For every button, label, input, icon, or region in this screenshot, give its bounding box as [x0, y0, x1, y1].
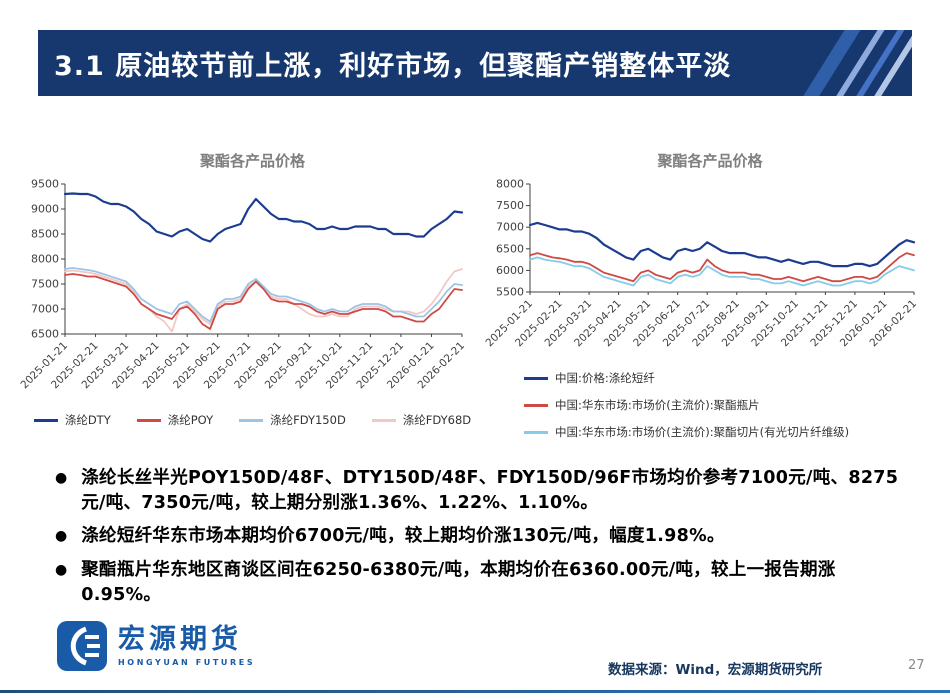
bullet-text: 聚酯瓶片华东地区商谈区间在6250-6380元/吨，本期均价在6360.00元/…	[81, 560, 836, 605]
logo-texts: 宏源期货 HONGYUAN FUTURES	[118, 625, 255, 667]
svg-text:7500: 7500	[31, 278, 59, 291]
chart-legend: 涤纶DTY 涤纶POY 涤纶FDY150D 涤纶FDY68D	[25, 412, 480, 428]
bullet-item: ● 涤纶长丝半光POY150D/48F、DTY150D/48F、FDY150D/…	[55, 466, 913, 515]
bullet-item: ● 聚酯瓶片华东地区商谈区间在6250-6380元/吨，本期均价在6360.00…	[55, 558, 913, 607]
legend-label: 涤纶FDY68D	[402, 413, 472, 427]
bullet-item: ● 涤纶短纤华东市场本期均价6700元/吨，较上期均价涨130元/吨，幅度1.9…	[55, 524, 913, 549]
title-banner: 3.1 原油较节前上涨，利好市场，但聚酯产销整体平淡	[38, 30, 912, 96]
chart-title: 聚酯各产品价格	[657, 152, 763, 170]
bullet-text: 涤纶长丝半光POY150D/48F、DTY150D/48F、FDY150D/96…	[81, 468, 899, 513]
svg-text:7500: 7500	[496, 199, 524, 212]
line-chart-staple-chip-prices: 5500600065007000750080002025-01-212025-0…	[483, 178, 919, 350]
bullet-dot-icon: ●	[55, 470, 68, 486]
legend-item: 涤纶FDY68D	[371, 412, 472, 428]
legend-item: 涤纶DTY	[33, 412, 111, 428]
legend-item: 涤纶FDY150D	[239, 412, 346, 428]
logo-name: 宏源期货	[118, 624, 242, 656]
svg-text:8000: 8000	[31, 253, 59, 266]
chart-legend: 中国:价格:涤纶短纤中国:华东市场:市场价(主流价):聚酯瓶片中国:华东市场:市…	[490, 370, 930, 440]
legend-label: 中国:价格:涤纶短纤	[555, 371, 655, 385]
legend-swatch	[371, 418, 396, 422]
legend-swatch	[524, 430, 548, 434]
bottom-divider	[0, 690, 950, 693]
bullet-list: ● 涤纶长丝半光POY150D/48F、DTY150D/48F、FDY150D/…	[55, 466, 913, 616]
legend-item: 中国:价格:涤纶短纤	[524, 370, 930, 386]
bullet-dot-icon: ●	[55, 562, 68, 578]
legend-swatch	[524, 403, 548, 407]
legend-swatch	[33, 418, 58, 422]
svg-text:7000: 7000	[31, 303, 59, 316]
bullet-dot-icon: ●	[55, 528, 68, 544]
svg-text:6500: 6500	[31, 328, 59, 341]
legend-label: 中国:华东市场:市场价(主流价):聚酯切片(有光切片纤维级)	[555, 425, 850, 439]
legend-swatch	[136, 418, 161, 422]
polyester-filament-price-chart-panel: 聚酯各产品价格 6500 7000 7500 8000 8500 9000 9500 2025…	[18, 150, 480, 428]
legend-label: 涤纶FDY150D	[270, 413, 346, 427]
company-logo: 宏源期货 HONGYUAN FUTURES	[56, 620, 255, 672]
legend-item: 中国:华东市场:市场价(主流价):聚酯切片(有光切片纤维级)	[524, 424, 930, 440]
svg-text:8000: 8000	[496, 178, 524, 191]
chart-title: 聚酯各产品价格	[199, 152, 305, 170]
legend-swatch	[239, 418, 264, 422]
svg-text:6500: 6500	[496, 242, 524, 255]
legend-swatch	[524, 376, 548, 380]
page-title: 3.1 原油较节前上涨，利好市场，但聚酯产销整体平淡	[54, 50, 732, 82]
svg-text:9000: 9000	[31, 203, 59, 216]
page-number: 27	[908, 658, 925, 673]
legend-label: 涤纶DTY	[64, 413, 111, 427]
svg-text:9500: 9500	[31, 178, 59, 191]
svg-text:8500: 8500	[31, 228, 59, 241]
data-source-note: 数据来源：Wind，宏源期货研究所	[608, 662, 823, 678]
legend-label: 中国:华东市场:市场价(主流价):聚酯瓶片	[555, 398, 760, 412]
legend-item: 涤纶POY	[136, 412, 214, 428]
svg-text:6000: 6000	[496, 264, 524, 277]
polyester-staple-chip-price-chart-panel: 聚酯各产品价格 5500 6000 6500 7000 7500 8000 2025-01-…	[483, 150, 930, 440]
svg-text:5500: 5500	[496, 286, 524, 299]
hongyuan-logo-icon	[57, 621, 107, 671]
logo-subtitle: HONGYUAN FUTURES	[118, 657, 256, 667]
bullet-text: 涤纶短纤华东市场本期均价6700元/吨，较上期均价涨130元/吨，幅度1.98%…	[81, 526, 725, 546]
svg-text:7000: 7000	[496, 221, 524, 234]
line-chart-filament-prices: 65007000750080008500900095002025-01-2120…	[18, 178, 467, 392]
legend-label: 涤纶POY	[167, 413, 214, 427]
legend-item: 中国:华东市场:市场价(主流价):聚酯瓶片	[524, 397, 930, 413]
